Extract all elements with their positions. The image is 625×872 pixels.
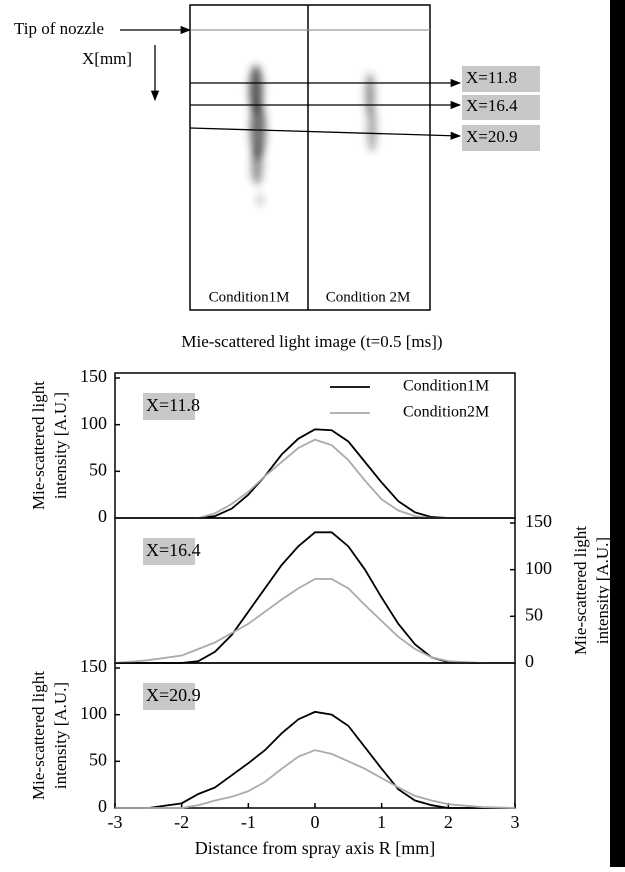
condition-label: Condition1M [209, 289, 290, 305]
y-axis-label: intensity [A.U.] [51, 682, 70, 789]
image-caption: Mie-scattered light image (t=0.5 [ms]) [181, 332, 442, 351]
annotation: X=16.4 [146, 540, 201, 560]
y-axis-label: Mie-scattered light [29, 671, 48, 800]
y-tick-label: 100 [80, 413, 107, 433]
x-tick-label: -3 [108, 812, 123, 832]
nozzle-label: Tip of nozzle [14, 19, 104, 38]
legend-label: Condition1M [403, 378, 489, 395]
y-axis-label: intensity [A.U.] [51, 392, 70, 499]
x-tick-label: 2 [444, 812, 453, 832]
axis-label: X[mm] [82, 49, 132, 68]
y-tick-label: 0 [525, 651, 534, 671]
legend-label: Condition2M [403, 404, 489, 421]
y-tick-label: 150 [525, 511, 552, 531]
x-tick-label: 0 [311, 812, 320, 832]
annotation: X=20.9 [146, 685, 201, 705]
position-label: X=11.8 [466, 68, 517, 87]
y-axis-label: Mie-scattered light [29, 381, 48, 510]
x-tick-label: 3 [511, 812, 520, 832]
edge-bar [610, 0, 625, 867]
y-tick-label: 100 [525, 558, 552, 578]
x-axis-label: Distance from spray axis R [mm] [195, 838, 435, 858]
y-tick-label: 50 [525, 604, 543, 624]
y-tick-label: 150 [80, 656, 107, 676]
y-tick-label: 50 [89, 459, 107, 479]
y-axis-label: intensity [A.U.] [593, 537, 612, 644]
annotation: X=11.8 [146, 395, 200, 415]
x-tick-label: 1 [377, 812, 386, 832]
y-tick-label: 0 [98, 796, 107, 816]
y-tick-label: 150 [80, 366, 107, 386]
condition-label: Condition 2M [326, 289, 411, 305]
x-tick-label: -2 [174, 812, 189, 832]
y-tick-label: 100 [80, 703, 107, 723]
position-label: X=20.9 [466, 127, 518, 146]
y-tick-label: 50 [89, 749, 107, 769]
y-tick-label: 0 [98, 506, 107, 526]
x-tick-label: -1 [241, 812, 256, 832]
y-axis-label: Mie-scattered light [571, 526, 590, 655]
position-label: X=16.4 [466, 96, 518, 115]
figure: Tip of nozzle X[mm] X=11.8 X=16.4 X=20.9… [0, 0, 625, 867]
